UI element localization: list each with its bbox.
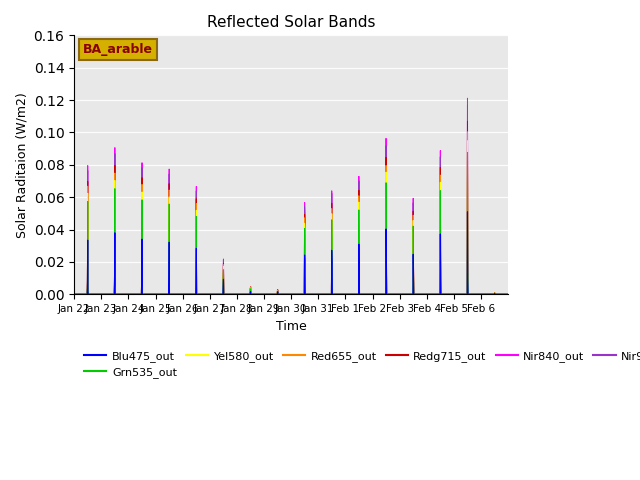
Red655_out (415, 291, 422, 297)
Line: Red655_out: Red655_out (74, 132, 508, 294)
Red655_out (70, 291, 78, 297)
Red655_out (452, 291, 460, 297)
Blu475_out (358, 291, 365, 297)
Text: BA_arable: BA_arable (83, 43, 153, 56)
Line: Redg715_out: Redg715_out (74, 121, 508, 294)
Nir945_out (156, 291, 164, 297)
Nir840_out (463, 96, 471, 101)
Grn535_out (463, 150, 471, 156)
Nir840_out (415, 291, 422, 297)
Grn535_out (156, 291, 164, 297)
Red655_out (504, 291, 512, 297)
Nir945_out (167, 291, 175, 297)
Line: Nir945_out: Nir945_out (74, 105, 508, 294)
Line: Blu475_out: Blu475_out (74, 212, 508, 294)
Yel580_out (452, 291, 460, 297)
Nir945_out (70, 291, 78, 297)
Yel580_out (463, 138, 471, 144)
Yel580_out (358, 291, 365, 297)
Nir945_out (504, 291, 512, 297)
Blu475_out (415, 291, 422, 297)
Redg715_out (358, 291, 365, 297)
Redg715_out (167, 291, 175, 297)
Nir840_out (504, 291, 512, 297)
Redg715_out (156, 291, 164, 297)
Redg715_out (70, 291, 78, 297)
Nir840_out (216, 291, 223, 297)
Legend: Blu475_out, Grn535_out, Yel580_out, Red655_out, Redg715_out, Nir840_out, Nir945_: Blu475_out, Grn535_out, Yel580_out, Red6… (80, 347, 640, 383)
Red655_out (216, 291, 223, 297)
Red655_out (156, 291, 164, 297)
Redg715_out (452, 291, 460, 297)
Redg715_out (504, 291, 512, 297)
Blu475_out (156, 291, 164, 297)
Nir840_out (70, 291, 78, 297)
Grn535_out (358, 291, 365, 297)
Blu475_out (216, 291, 223, 297)
Red655_out (167, 291, 175, 297)
Grn535_out (452, 291, 460, 297)
Nir945_out (415, 291, 422, 297)
Nir945_out (358, 291, 365, 297)
Blu475_out (70, 291, 78, 297)
Nir840_out (358, 291, 365, 297)
Blu475_out (504, 291, 512, 297)
Line: Grn535_out: Grn535_out (74, 153, 508, 294)
Red655_out (463, 129, 471, 135)
Grn535_out (70, 291, 78, 297)
Nir840_out (167, 291, 175, 297)
X-axis label: Time: Time (276, 320, 307, 333)
Yel580_out (167, 291, 175, 297)
Yel580_out (415, 291, 422, 297)
Grn535_out (216, 291, 223, 297)
Nir945_out (216, 291, 223, 297)
Nir945_out (452, 291, 460, 297)
Redg715_out (463, 118, 471, 124)
Yel580_out (156, 291, 164, 297)
Blu475_out (463, 209, 471, 215)
Grn535_out (167, 291, 175, 297)
Line: Nir840_out: Nir840_out (74, 98, 508, 294)
Title: Reflected Solar Bands: Reflected Solar Bands (207, 15, 376, 30)
Yel580_out (70, 291, 78, 297)
Redg715_out (216, 291, 223, 297)
Y-axis label: Solar Raditaion (W/m2): Solar Raditaion (W/m2) (15, 92, 28, 238)
Red655_out (358, 291, 365, 297)
Grn535_out (415, 291, 422, 297)
Yel580_out (216, 291, 223, 297)
Nir840_out (156, 291, 164, 297)
Redg715_out (415, 291, 422, 297)
Blu475_out (167, 291, 175, 297)
Blu475_out (452, 291, 460, 297)
Line: Yel580_out: Yel580_out (74, 141, 508, 294)
Nir945_out (463, 102, 471, 108)
Nir840_out (452, 291, 460, 297)
Grn535_out (504, 291, 512, 297)
Yel580_out (504, 291, 512, 297)
